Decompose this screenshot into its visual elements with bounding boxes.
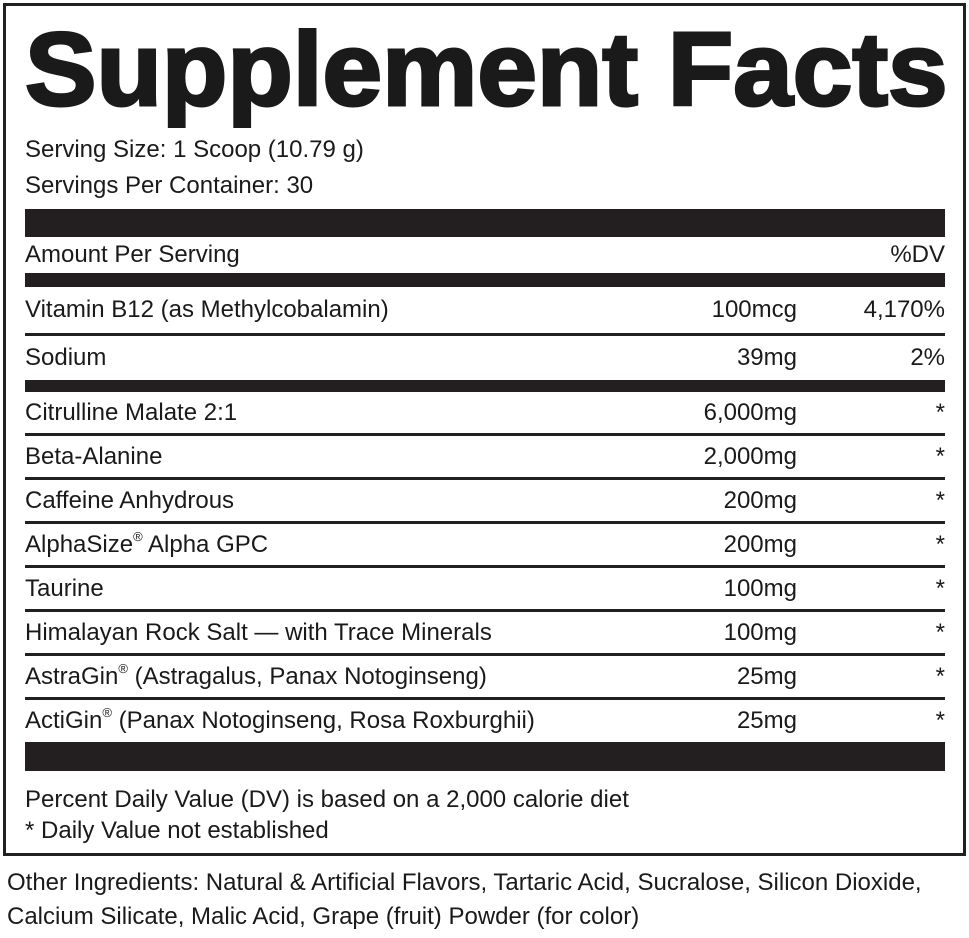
ingredient-name: Taurine [25,575,597,603]
table-row: Himalayan Rock Salt — with Trace Mineral… [25,612,945,656]
ingredient-name-main: Caffeine Anhydrous [25,486,235,514]
footnote-not-established: * Daily Value not established [25,817,329,844]
divider-bar [25,273,945,287]
nutrient-name: Sodium [25,344,107,371]
ingredient-name: Caffeine Anhydrous [25,487,597,515]
column-header-row: Amount Per Serving %DV [25,237,945,273]
amount-per-serving-label: Amount Per Serving [25,241,240,268]
ingredient-amount: 25mg [736,706,797,734]
ingredient-dv: * [935,530,945,558]
serving-size: Serving Size: 1 Scoop (10.79 g) [25,136,364,163]
ingredient-dv: * [935,574,945,602]
ingredient-name: ActiGin® (Panax Notoginseng, Rosa Roxbur… [25,704,597,735]
table-row: Vitamin B12 (as Methylcobalamin) 100mcg … [25,287,945,336]
table-row: AstraGin® (Astragalus, Panax Notoginseng… [25,656,945,700]
footnote-dv: Percent Daily Value (DV) is based on a 2… [25,786,629,813]
ingredient-name-main: Himalayan Rock Salt — with Trace Mineral… [25,618,492,646]
ingredient-name: AlphaSize® Alpha GPC [25,528,597,559]
table-row: Beta-Alanine 2,000mg * [25,436,945,480]
ingredient-name-main: ActiGin [25,706,103,734]
registered-mark: ® [118,660,128,676]
ingredient-amount: 200mg [723,486,797,514]
dv-label: %DV [890,241,945,268]
ingredient-name-main: Beta-Alanine [25,442,163,470]
nutrient-dv: 2% [910,344,945,371]
table-row: AlphaSize® Alpha GPC 200mg * [25,524,945,568]
table-row: Sodium 39mg 2% [25,336,945,380]
nutrient-dv: 4,170% [863,296,945,323]
ingredient-name: Beta-Alanine [25,443,597,471]
divider-bar [25,742,945,771]
ingredient-name-main: AlphaSize [25,530,134,558]
table-row: Taurine 100mg * [25,568,945,612]
supplement-facts-panel: Supplement Facts Serving Size: 1 Scoop (… [3,3,966,856]
table-row: Citrulline Malate 2:1 6,000mg * [25,392,945,436]
ingredient-dv: * [935,706,945,734]
ingredient-dv: * [935,662,945,690]
ingredient-amount: 25mg [736,662,797,690]
other-ingredients: Other Ingredients: Natural & Artificial … [7,869,922,930]
ingredient-amount: 6,000mg [703,398,797,426]
ingredient-dv: * [935,618,945,646]
divider-bar [25,209,945,237]
ingredient-name-rest: (Panax Notoginseng, Rosa Roxburghii) [111,706,535,734]
ingredient-dv: * [935,442,945,470]
footnotes: Percent Daily Value (DV) is based on a 2… [25,771,945,846]
ingredient-name: Citrulline Malate 2:1 [25,399,597,427]
divider-bar [25,380,945,392]
registered-mark: ® [102,704,112,720]
nutrient-amount: 100mcg [711,296,797,323]
ingredient-amount: 2,000mg [703,442,797,470]
ingredient-name: AstraGin® (Astragalus, Panax Notoginseng… [25,660,597,691]
ingredient-amount: 200mg [723,530,797,558]
ingredient-dv: * [935,486,945,514]
registered-mark: ® [133,528,143,544]
ingredient-name-main: Citrulline Malate 2:1 [25,398,238,426]
ingredient-name-main: Taurine [25,574,104,602]
ingredient-dv: * [935,398,945,426]
nutrient-name: Vitamin B12 (as Methylcobalamin) [25,296,389,323]
panel-title: Supplement Facts [23,11,949,130]
ingredient-name-main: AstraGin [25,662,119,690]
ingredient-amount: 100mg [723,574,797,602]
ingredient-amount: 100mg [723,618,797,646]
table-row: ActiGin® (Panax Notoginseng, Rosa Roxbur… [25,700,945,741]
servings-per-container: Servings Per Container: 30 [25,172,314,199]
table-row: Caffeine Anhydrous 200mg * [25,480,945,524]
nutrient-amount: 39mg [736,344,797,371]
ingredient-name-rest: Alpha GPC [142,530,269,558]
ingredient-name-rest: (Astragalus, Panax Notoginseng) [127,662,487,690]
ingredient-name: Himalayan Rock Salt — with Trace Mineral… [25,619,597,647]
